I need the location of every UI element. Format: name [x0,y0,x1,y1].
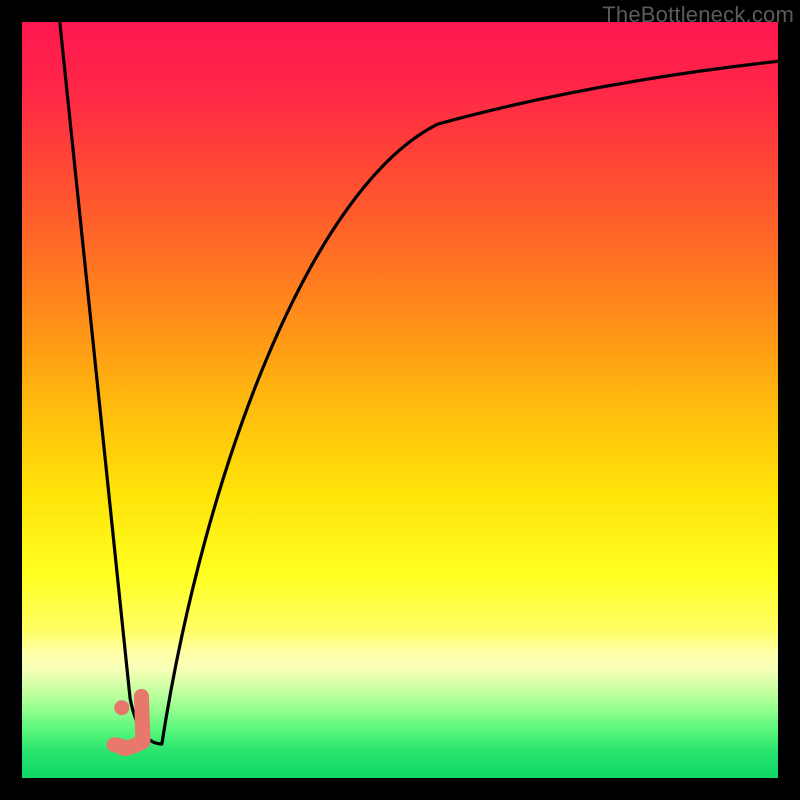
chart-background [22,22,778,778]
chart-container: TheBottleneck.com [0,0,800,800]
watermark-text: TheBottleneck.com [602,2,794,28]
marker-dot [114,700,129,715]
plot-area [22,22,778,778]
chart-svg [22,22,778,778]
